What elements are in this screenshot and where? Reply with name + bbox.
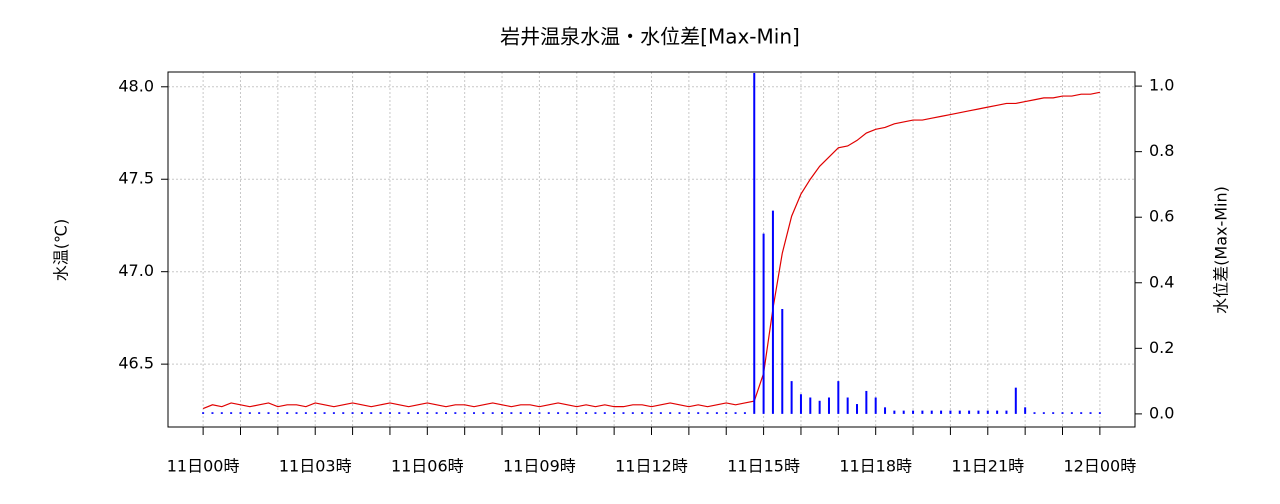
x-tick-label: 11日03時 [279,457,352,476]
x-tick-label: 11日18時 [839,457,912,476]
x-tick-label: 11日09時 [503,457,576,476]
x-tick-label: 11日12時 [615,457,688,476]
chart-title: 岩井温泉水温・水位差[Max-Min] [500,25,800,49]
x-tick-label: 11日06時 [391,457,464,476]
plot-area [168,72,1135,427]
temperature-line [202,91,1100,410]
y-tick-label: 47.5 [118,169,154,188]
x-tick-label: 12日00時 [1064,457,1137,476]
y-tick-label: 46.5 [118,354,154,373]
y2-tick-label: 0.4 [1149,272,1174,291]
y2-axis-label: 水位差(Max-Min) [1212,186,1231,314]
y2-tick-label: 1.0 [1149,76,1174,95]
y2-tick-label: 0.0 [1149,403,1174,422]
y-tick-label: 47.0 [118,261,154,280]
y2-tick-label: 0.2 [1149,338,1174,357]
x-tick-label: 11日21時 [951,457,1024,476]
y-tick-label: 48.0 [118,76,154,95]
y2-tick-label: 0.6 [1149,207,1174,226]
x-tick-label: 11日00時 [167,457,240,476]
y2-tick-label: 0.8 [1149,141,1174,160]
y-axis-label: 水温(℃) [52,219,71,281]
x-tick-label: 11日15時 [727,457,800,476]
